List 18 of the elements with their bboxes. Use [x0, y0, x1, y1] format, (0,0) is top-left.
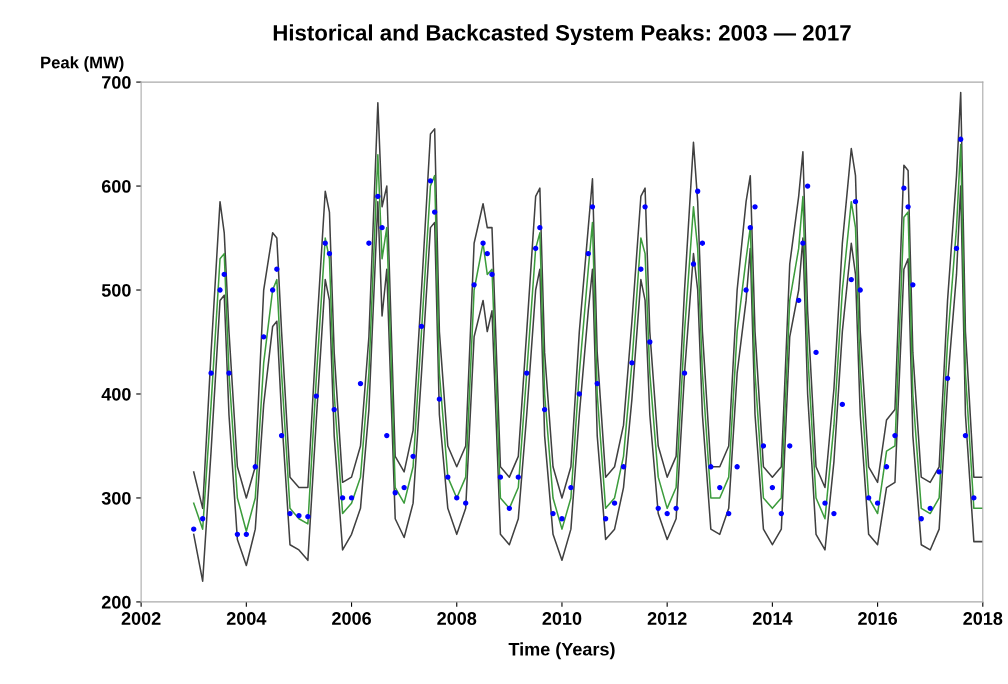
chart-title: Historical and Backcasted System Peaks: 2003 — 2017 [273, 24, 851, 46]
x-tick-label: 2014 [752, 612, 793, 625]
x-axis-title: Time (Years) [508, 642, 615, 660]
y-axis-title: Peak (MW) [41, 56, 124, 72]
x-tick-label: 2008 [437, 612, 477, 625]
x-tick-label: 2004 [226, 612, 267, 625]
y-tick-label: 200 [101, 595, 131, 609]
x-tick-label: 2018 [963, 612, 1003, 625]
y-tick-label: 300 [101, 491, 131, 505]
x-tick-label: 2002 [121, 612, 161, 625]
y-tick-label: 600 [101, 179, 131, 193]
x-tick-label: 2016 [858, 612, 898, 625]
x-tick-label: 2006 [332, 612, 371, 625]
y-tick-label: 700 [102, 76, 131, 89]
y-tick-label: 400 [101, 387, 131, 401]
y-tick-label: 500 [101, 283, 131, 297]
x-tick-label: 2012 [647, 612, 687, 625]
x-tick-label: 2010 [542, 612, 582, 625]
